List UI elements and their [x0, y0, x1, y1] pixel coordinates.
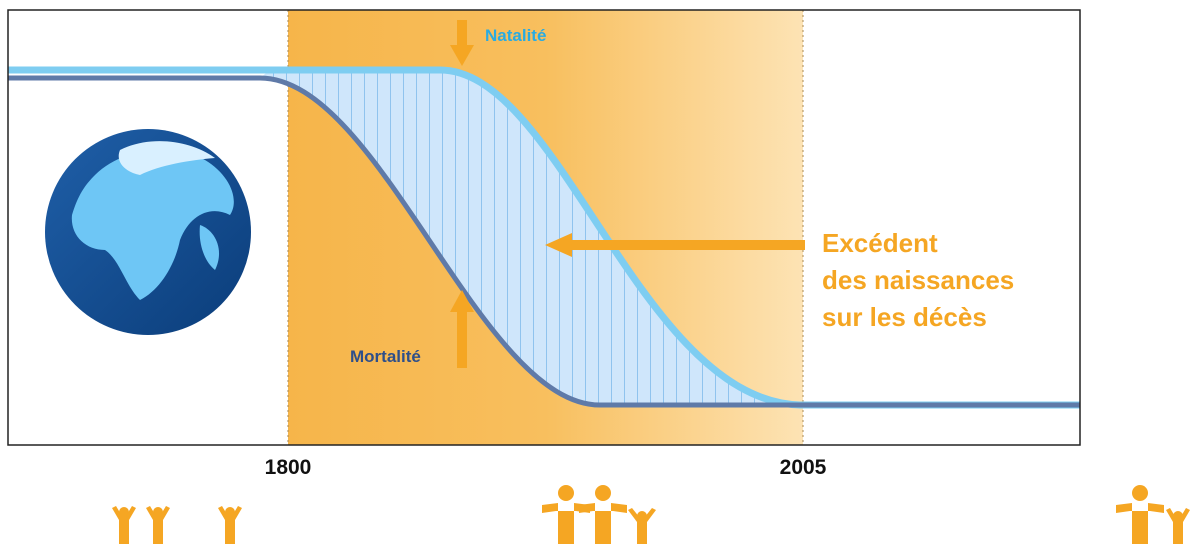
surplus-label: des naissances — [822, 265, 1014, 295]
start-year: 1800 — [265, 456, 312, 479]
mortality-label: Mortalité — [350, 347, 421, 366]
surplus-label: Excédent — [822, 228, 938, 258]
diagram: Natalité Mortalité Excédent des naissanc… — [0, 0, 1192, 544]
globe — [45, 129, 251, 335]
surplus-label: sur les décès — [822, 302, 987, 332]
natality-label: Natalité — [485, 26, 546, 45]
end-year: 2005 — [780, 456, 827, 479]
people-icons — [112, 485, 1190, 544]
